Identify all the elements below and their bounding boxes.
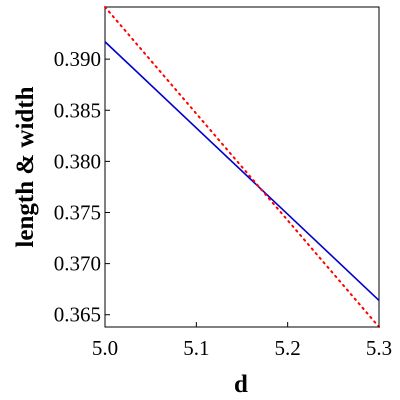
y-tick-label: 0.385 — [54, 98, 101, 122]
y-tick-label: 0.375 — [54, 200, 101, 224]
series-line-1 — [104, 6, 380, 328]
y-tick-label: 0.390 — [54, 47, 101, 71]
x-axis-title: d — [234, 371, 248, 398]
y-tick-label: 0.365 — [54, 303, 101, 327]
plot-frame — [104, 6, 380, 328]
x-tick-label: 5.0 — [92, 336, 118, 360]
y-tick-label: 0.380 — [54, 149, 101, 173]
series-layer — [104, 6, 380, 328]
y-axis-title: length & width — [12, 86, 39, 247]
y-axis-ticks: 0.365 0.370 0.375 0.380 0.385 0.390 — [54, 47, 110, 327]
plot-border — [104, 6, 380, 328]
x-tick-label: 5.1 — [183, 336, 209, 360]
x-tick-label: 5.3 — [366, 336, 392, 360]
series-line-0 — [104, 41, 380, 302]
x-axis-ticks: 5.0 5.1 5.2 5.3 — [92, 322, 392, 360]
x-tick-label: 5.2 — [275, 336, 301, 360]
y-tick-label: 0.370 — [54, 252, 101, 276]
